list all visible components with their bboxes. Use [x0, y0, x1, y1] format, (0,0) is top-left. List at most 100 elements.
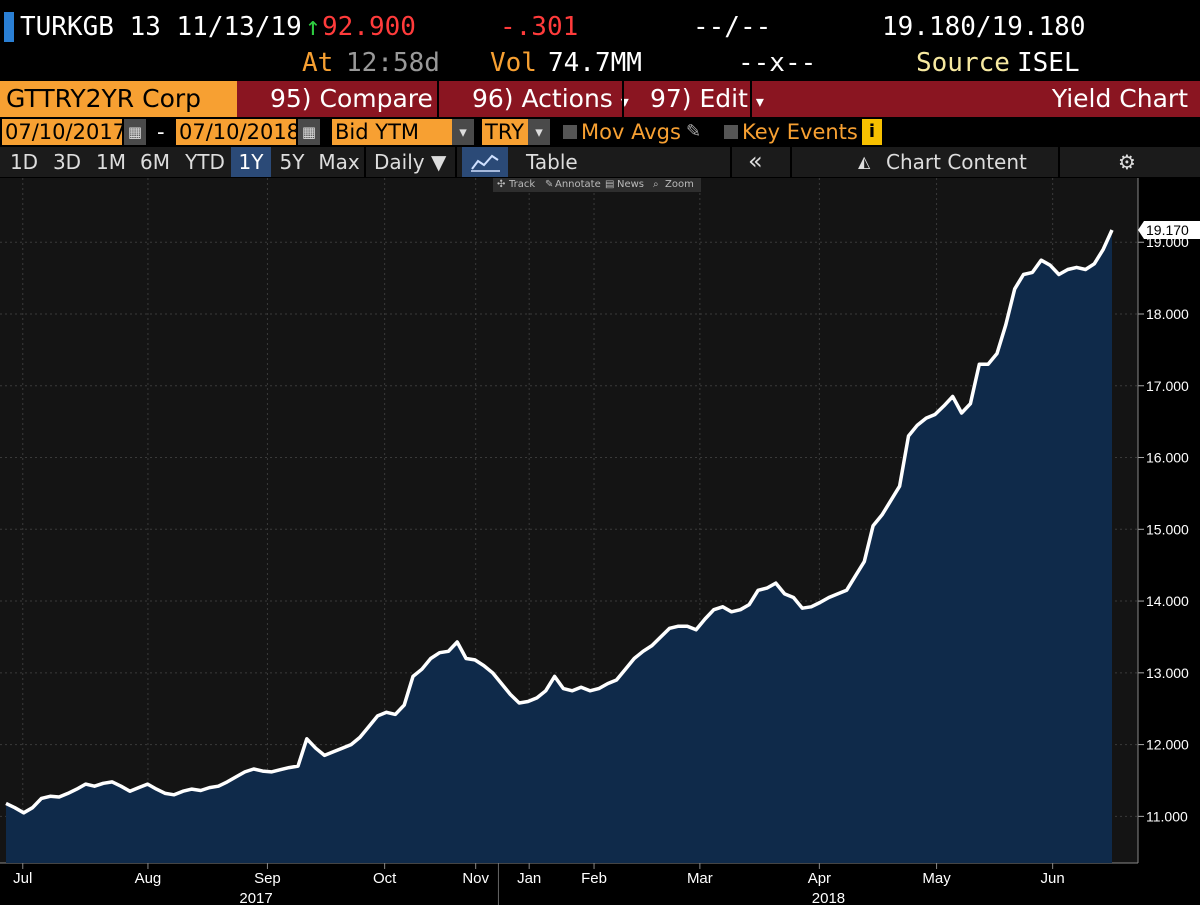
annotate-tool[interactable]: Annotate: [555, 179, 601, 190]
series-line: [5, 229, 1114, 815]
range-1y[interactable]: 1Y: [231, 147, 271, 177]
yield-chart[interactable]: 11.000 12.000 13.000 14.000 15.000 16.000 17.0…: [0, 178, 1200, 905]
bid-ask-size: --/--: [693, 12, 772, 42]
up-arrow-icon: ↑: [305, 12, 321, 42]
last-value-tag: [1138, 221, 1200, 240]
x-tick-label: Jan: [517, 870, 541, 887]
y-tick-label: 15.000: [1146, 521, 1189, 537]
y-tick-label: 13.000: [1146, 665, 1189, 681]
series-area: [6, 230, 1112, 863]
edit-dropdown-icon: ▾: [755, 92, 764, 111]
y-tick-label: 17.000: [1146, 378, 1189, 394]
divider: [790, 147, 792, 177]
price-change: -.301: [500, 12, 579, 42]
settings-icon[interactable]: ⚙: [1118, 150, 1136, 174]
table-tab[interactable]: Table: [526, 150, 578, 174]
y-tick-label: 12.000: [1146, 737, 1189, 753]
mov-avgs-checkbox[interactable]: [563, 125, 577, 139]
currency-select[interactable]: TRY: [482, 119, 528, 145]
field-dropdown-icon[interactable]: ▾: [452, 119, 474, 145]
year-label: 2017: [239, 890, 272, 905]
chart-content-button[interactable]: Chart Content: [886, 150, 1027, 174]
zoom-tool[interactable]: Zoom: [665, 179, 694, 190]
function-toolbar: GTTRY2YR Corp 95) Compare 96) Actions ▾ …: [0, 81, 1200, 117]
date-range-dash: -: [157, 120, 165, 144]
security-name[interactable]: TURKGB 13 11/13/19: [20, 12, 302, 42]
spread: --x--: [738, 48, 817, 78]
compare-button[interactable]: 95) Compare: [270, 84, 433, 113]
news-tool[interactable]: News: [617, 179, 645, 190]
y-tick-label: 14.000: [1146, 593, 1189, 609]
range-tabs: 1D 3D 1M 6M YTD 1Y 5Y Max Daily ▼ Table …: [0, 147, 1200, 177]
currency-dropdown-icon[interactable]: ▾: [528, 119, 550, 145]
source-label: Source: [916, 48, 1010, 78]
divider: [730, 147, 732, 177]
news-icon[interactable]: ▤: [605, 179, 615, 190]
range-6m[interactable]: 6M: [140, 150, 170, 174]
volume-value: 74.7MM: [548, 48, 642, 78]
x-tick-label: Apr: [808, 870, 831, 887]
range-max[interactable]: Max: [318, 150, 360, 174]
actions-dropdown-icon: ▾: [620, 92, 629, 111]
annotate-icon[interactable]: ✎: [545, 179, 554, 190]
divider: [364, 147, 366, 177]
start-date-input[interactable]: 07/10/2017: [2, 119, 126, 145]
range-1m[interactable]: 1M: [96, 150, 126, 174]
volume-label: Vol: [490, 48, 537, 78]
source-value: ISEL: [1017, 48, 1080, 78]
divider: [1058, 147, 1060, 177]
chart-tool-strip: ✣ Track ✎ Annotate ▤ News ⌕ Zoom: [493, 178, 701, 192]
calendar-icon[interactable]: ▦: [298, 119, 320, 145]
actions-label: 96) Actions: [472, 84, 613, 113]
x-tick-label: Sep: [254, 870, 281, 887]
quote-time: 12:58d: [346, 48, 440, 78]
x-tick-label: Oct: [373, 870, 397, 887]
divider: [455, 147, 457, 177]
actions-button[interactable]: 96) Actions ▾: [472, 81, 629, 117]
frequency-select[interactable]: Daily ▼: [374, 150, 447, 174]
x-tick-label: Mar: [687, 870, 713, 887]
y-tick-label: 11.000: [1146, 808, 1188, 824]
last-value-label: 19.170: [1146, 222, 1189, 238]
x-tick-label: Jun: [1041, 870, 1065, 887]
pencil-icon[interactable]: ✎: [686, 121, 702, 142]
x-tick-label: Feb: [581, 870, 607, 887]
y-tick-label: 16.000: [1146, 450, 1189, 466]
range-ytd[interactable]: YTD: [185, 150, 225, 174]
chart-type-title: Yield Chart: [1051, 84, 1188, 113]
divider: [750, 81, 752, 117]
chart-controls: 07/10/2017 ▦ - 07/10/2018 ▦ Bid YTM ▾ TR…: [0, 118, 1200, 146]
ticker-marker: [4, 12, 14, 42]
zoom-icon[interactable]: ⌕: [653, 179, 659, 190]
security-field[interactable]: GTTRY2YR Corp: [0, 81, 237, 117]
last-price: 92.900: [322, 12, 416, 42]
range-3d[interactable]: 3D: [52, 150, 82, 174]
quote-header: TURKGB 13 11/13/19 ↑ 92.900 -.301 --/-- …: [0, 0, 1200, 80]
end-date-input[interactable]: 07/10/2018: [176, 119, 300, 145]
track-tool[interactable]: Track: [509, 179, 536, 190]
bid-ask: 19.180/19.180: [882, 12, 1086, 42]
divider: [622, 81, 624, 117]
key-events-checkbox[interactable]: [724, 125, 738, 139]
edit-button[interactable]: 97) Edit ▾: [650, 81, 764, 117]
chart-content-icon[interactable]: ◭: [858, 152, 871, 171]
track-icon[interactable]: ✣: [497, 179, 506, 190]
x-tick-label: Aug: [135, 870, 162, 887]
line-chart-icon[interactable]: [462, 147, 508, 177]
range-5y[interactable]: 5Y: [279, 150, 305, 174]
field-select[interactable]: Bid YTM: [332, 119, 452, 145]
key-events-label: Key Events: [742, 120, 858, 144]
mov-avgs-label: Mov Avgs: [581, 120, 681, 144]
y-tick-label: 18.000: [1146, 306, 1189, 322]
info-icon[interactable]: i: [862, 119, 882, 145]
calendar-icon[interactable]: ▦: [124, 119, 146, 145]
edit-label: 97) Edit: [650, 84, 748, 113]
year-label: 2018: [812, 890, 845, 905]
x-tick-label: Nov: [462, 870, 489, 887]
x-tick-label: May: [922, 870, 951, 887]
range-1d[interactable]: 1D: [9, 150, 39, 174]
at-label: At: [302, 48, 334, 78]
divider: [437, 81, 439, 117]
x-tick-label: Jul: [13, 870, 32, 887]
collapse-icon[interactable]: «: [748, 147, 763, 175]
